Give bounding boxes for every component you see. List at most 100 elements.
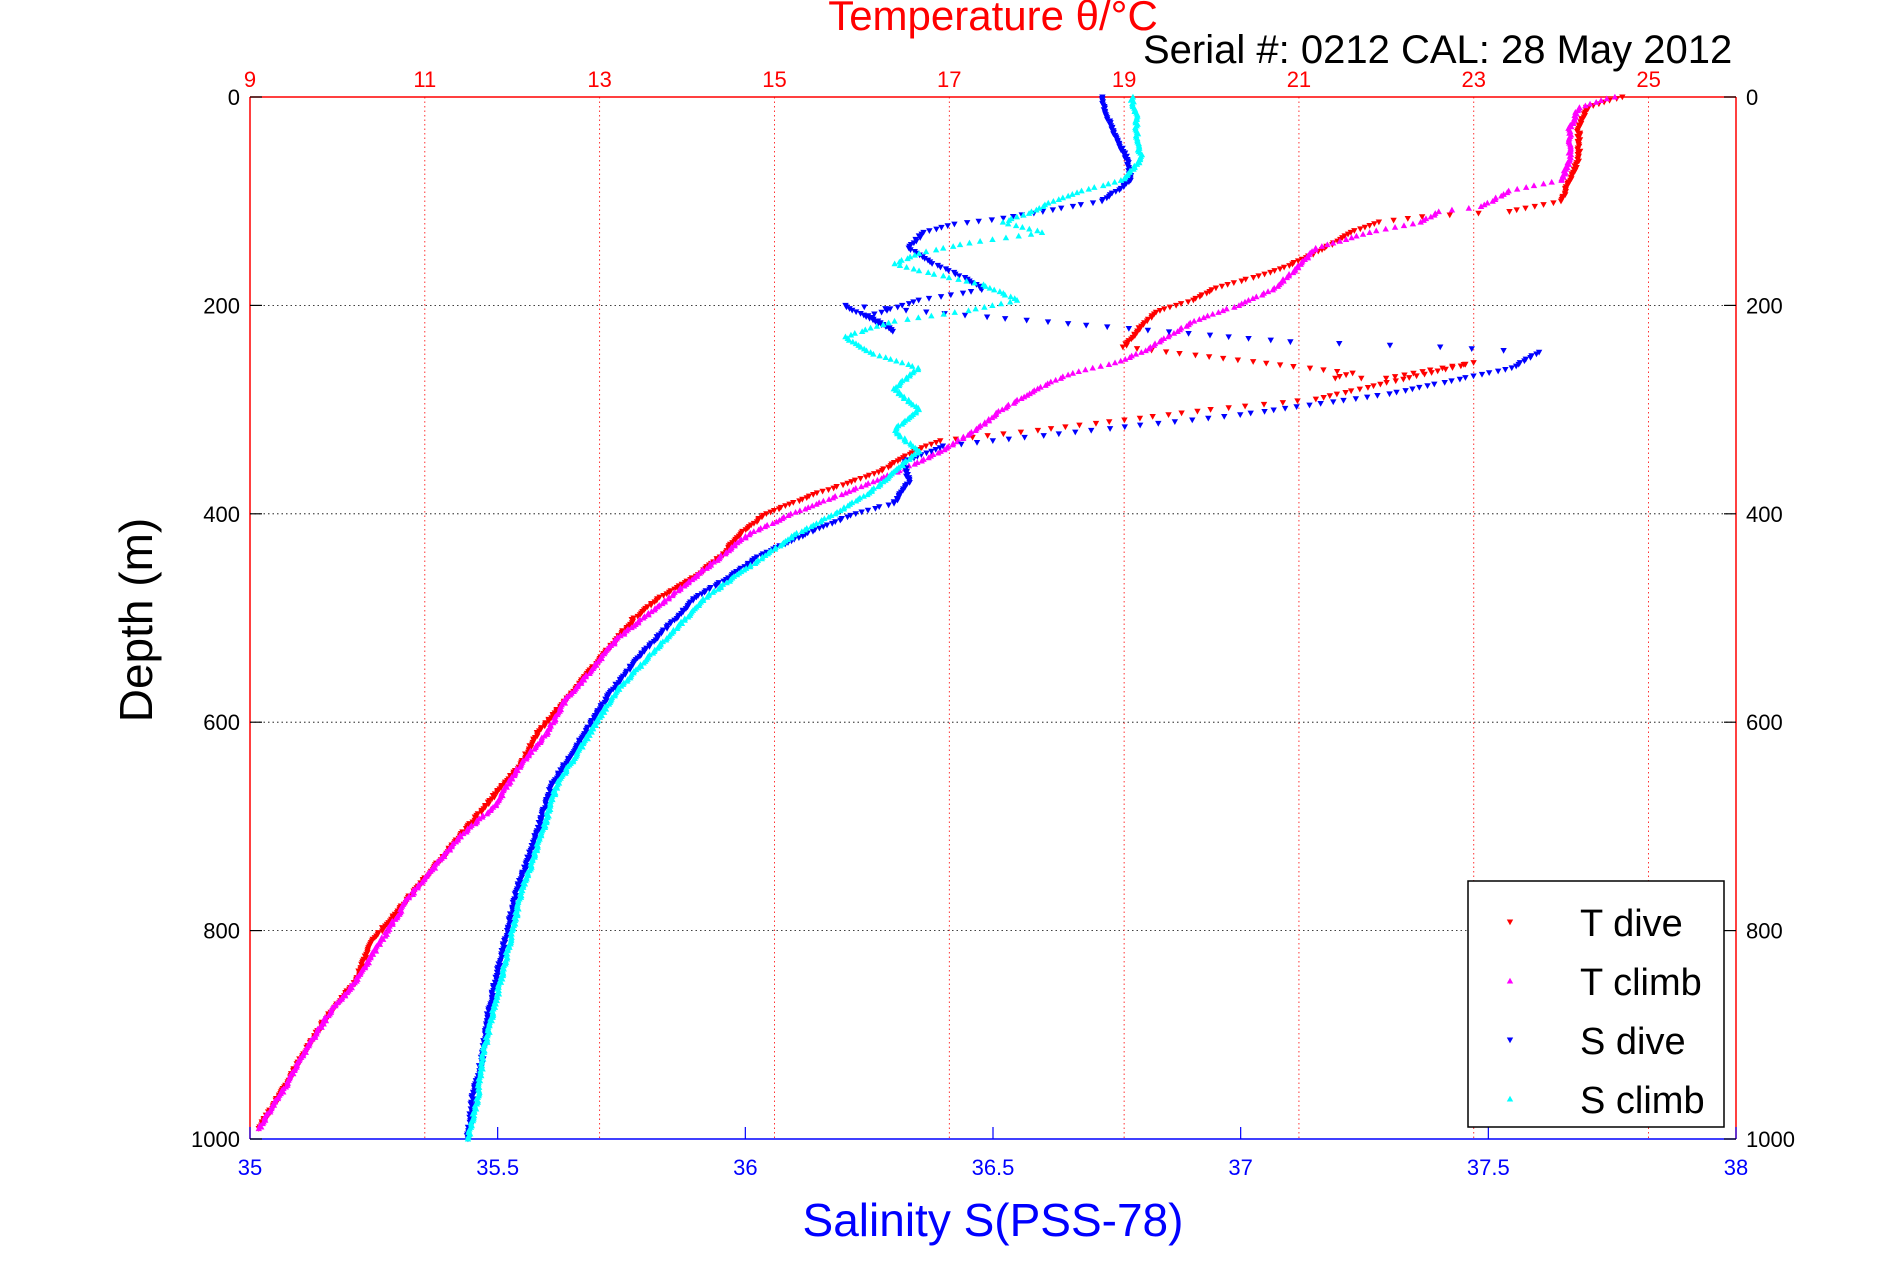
- t-climb-point: [1366, 229, 1373, 236]
- t-climb-point: [731, 542, 738, 549]
- s-climb-point: [1040, 203, 1047, 209]
- s-climb-point: [903, 263, 910, 270]
- t-climb-point: [621, 630, 628, 637]
- t-dive-point: [1347, 229, 1355, 236]
- t-dive-point: [1364, 385, 1372, 391]
- s-climb-point: [1026, 225, 1033, 232]
- s-dive-point: [733, 568, 740, 575]
- t-climb-point: [813, 500, 820, 507]
- t-dive-point: [1333, 391, 1341, 398]
- t-climb-point: [446, 846, 454, 853]
- t-dive-point: [1462, 361, 1469, 368]
- s-climb-point: [464, 1135, 472, 1142]
- t-dive-point: [775, 506, 783, 513]
- s-dive-point: [1437, 344, 1444, 351]
- legend-marker: [1506, 1037, 1514, 1044]
- t-dive-point: [1255, 273, 1262, 280]
- t-climb-point: [999, 406, 1006, 413]
- s-climb-point: [887, 356, 894, 362]
- s-dive-point: [1082, 322, 1090, 329]
- s-dive-point: [1468, 346, 1475, 353]
- s-dive-point: [1431, 381, 1438, 388]
- t-climb-point: [960, 435, 967, 442]
- s-dive-point: [1402, 388, 1409, 394]
- t-climb-point: [792, 508, 799, 515]
- t-dive-point: [1531, 203, 1538, 210]
- s-dive-point: [1535, 349, 1543, 356]
- t-dive-point: [1177, 301, 1185, 307]
- temperature-tick-label: 9: [244, 67, 256, 92]
- t-dive-point: [1133, 330, 1141, 336]
- s-climb-point: [709, 589, 717, 595]
- s-dive-point: [878, 309, 885, 316]
- s-climb-point: [885, 319, 892, 326]
- t-dive-point: [1522, 205, 1529, 212]
- t-climb-point: [325, 1012, 332, 1019]
- t-dive-point: [1574, 128, 1581, 135]
- s-climb-point: [851, 329, 858, 336]
- s-dive-point: [1237, 412, 1244, 419]
- t-climb-point: [1481, 201, 1488, 208]
- s-climb-point: [1007, 293, 1014, 300]
- t-dive-point: [1219, 355, 1227, 362]
- t-climb-point: [1304, 254, 1312, 261]
- t-climb-point: [1183, 323, 1190, 329]
- s-climb-point: [1059, 194, 1067, 201]
- t-dive-point: [1294, 398, 1301, 405]
- s-dive-point: [921, 255, 928, 262]
- s-climb-point: [905, 361, 912, 368]
- t-dive-point: [1276, 362, 1284, 369]
- s-dive-point: [650, 639, 658, 645]
- t-climb-point: [675, 587, 682, 594]
- s-climb-point: [858, 328, 866, 335]
- t-climb-point: [1382, 225, 1389, 232]
- t-dive-point: [1119, 344, 1127, 351]
- s-climb-point: [681, 616, 688, 623]
- t-dive-point: [1207, 407, 1214, 413]
- chart-title: Temperature θ/°C: [828, 0, 1158, 39]
- s-climb-point: [807, 523, 815, 530]
- s-dive-point: [795, 535, 803, 542]
- t-dive-point: [1375, 219, 1383, 226]
- t-dive-point: [1410, 370, 1417, 377]
- legend-marker: [1506, 977, 1514, 984]
- s-climb-point: [715, 585, 722, 592]
- t-climb-point: [964, 432, 972, 438]
- s-dive-point: [1098, 198, 1106, 205]
- t-dive-point: [844, 480, 851, 487]
- t-climb-point: [1196, 316, 1203, 322]
- s-climb-point: [867, 324, 874, 331]
- t-dive-point: [937, 438, 944, 445]
- t-dive-point: [1276, 266, 1284, 273]
- t-dive-point: [1446, 212, 1453, 219]
- s-dive-point: [1221, 413, 1228, 420]
- s-dive-point: [712, 583, 719, 590]
- t-climb-point: [1174, 328, 1181, 335]
- chart-subtitle: Serial #: 0212 CAL: 28 May 2012: [1143, 28, 1732, 72]
- t-climb-point: [870, 478, 877, 485]
- s-climb-point: [1002, 234, 1010, 241]
- s-climb-point: [726, 577, 733, 584]
- t-dive-point: [1562, 192, 1569, 198]
- s-climb-point: [852, 497, 860, 504]
- salinity-tick-label: 35.5: [476, 1155, 519, 1180]
- t-dive-point: [848, 479, 855, 485]
- s-climb-point: [703, 593, 711, 600]
- s-dive-point: [1040, 433, 1047, 439]
- s-climb-point: [896, 258, 903, 265]
- s-dive-point: [852, 511, 859, 517]
- s-dive-point: [876, 504, 883, 511]
- t-dive-point: [1391, 374, 1399, 380]
- t-dive-point: [857, 475, 864, 482]
- t-dive-point: [1306, 365, 1314, 372]
- t-climb-point: [463, 828, 470, 835]
- s-dive-point: [1287, 339, 1294, 346]
- t-climb-point: [1082, 366, 1089, 373]
- s-climb-point: [915, 314, 922, 321]
- s-dive-point: [1049, 207, 1057, 214]
- s-dive-point: [963, 220, 971, 226]
- s-dive-point: [923, 450, 930, 457]
- t-dive-point: [1404, 216, 1412, 222]
- s-dive-point: [869, 317, 877, 324]
- s-dive-point: [844, 514, 851, 521]
